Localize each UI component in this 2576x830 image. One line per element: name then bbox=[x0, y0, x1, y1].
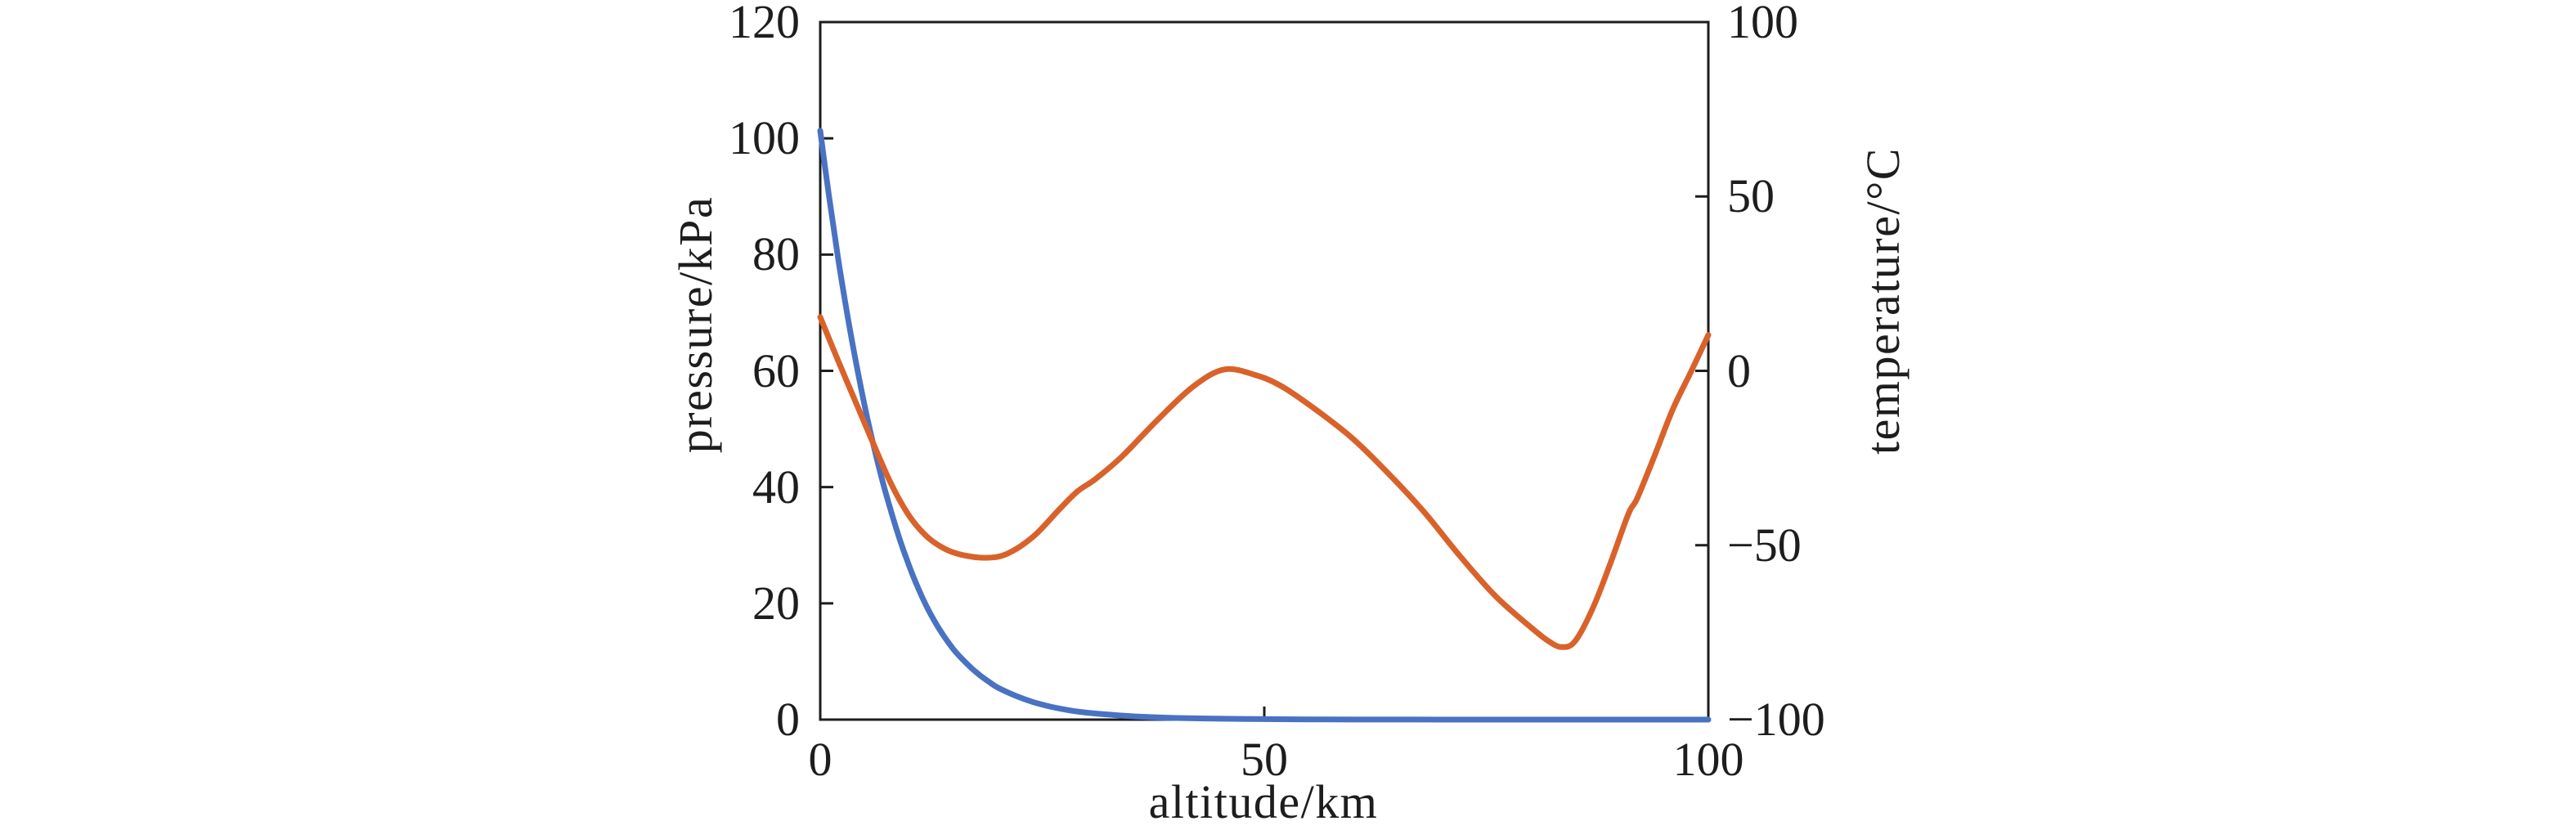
right-tick-label: 50 bbox=[1727, 169, 1775, 223]
plot-frame-group bbox=[819, 20, 1710, 721]
right-tick-label: 100 bbox=[1727, 0, 1798, 48]
right-axis-title: temperature/°C bbox=[1856, 147, 1910, 455]
temperature-curve bbox=[817, 314, 1712, 650]
left-axis-title: pressure/kPa bbox=[669, 195, 722, 454]
plot-frame bbox=[819, 20, 1710, 721]
x-tick-label: 50 bbox=[1241, 733, 1288, 786]
x-axis-title: altitude/km bbox=[1148, 775, 1379, 828]
left-tick-label: 20 bbox=[752, 576, 800, 630]
right-tick-label: −50 bbox=[1727, 518, 1802, 572]
left-tick-label: 80 bbox=[752, 227, 800, 281]
right-tick-label: 0 bbox=[1727, 343, 1751, 397]
pressure-curve bbox=[817, 128, 1712, 723]
axis-ticks bbox=[819, 20, 1710, 721]
curves bbox=[817, 128, 1712, 723]
x-tick-label: 0 bbox=[808, 733, 832, 786]
left-tick-label: 100 bbox=[729, 111, 800, 165]
left-tick-label: 60 bbox=[752, 343, 800, 397]
left-tick-label: 0 bbox=[776, 693, 800, 746]
left-tick-label: 40 bbox=[752, 460, 800, 514]
x-tick-label: 100 bbox=[1672, 733, 1744, 786]
right-tick-label: −100 bbox=[1727, 693, 1825, 746]
left-tick-label: 120 bbox=[729, 0, 800, 48]
